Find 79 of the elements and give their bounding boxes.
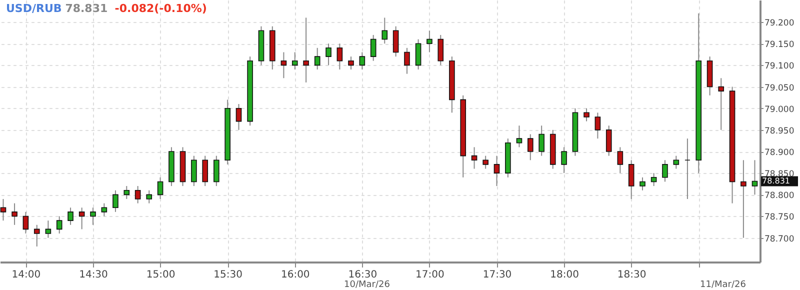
- candlestick: [471, 146, 478, 170]
- candlestick: [236, 104, 242, 130]
- candlestick: [538, 125, 544, 156]
- candlestick: [382, 17, 388, 44]
- candlestick: [516, 125, 522, 148]
- candlestick: [78, 207, 85, 230]
- y-tick-label: 78.800: [764, 191, 794, 202]
- candlestick: [336, 43, 343, 70]
- candlestick: [359, 52, 366, 70]
- candlestick: [650, 172, 657, 187]
- candlestick: [684, 138, 690, 200]
- y-tick-label: 79.050: [764, 83, 794, 94]
- y-tick-label: 79.100: [764, 62, 794, 72]
- candlestick: [426, 30, 432, 53]
- candlestick: [124, 186, 130, 200]
- y-tick-label: 78.950: [764, 126, 794, 136]
- candlestick: [146, 190, 152, 204]
- annotation: -0.082(-0.10%): [114, 2, 207, 15]
- candlestick: [640, 176, 646, 191]
- candlestick: [584, 108, 590, 122]
- candlestick: [415, 38, 422, 70]
- candlestick: [348, 56, 354, 70]
- candlestick: [34, 224, 40, 247]
- candlestick: [134, 186, 141, 204]
- x-tick-label: 16:30: [348, 270, 378, 280]
- candlestick: [314, 47, 320, 70]
- x-tick-label: 18:00: [550, 270, 579, 280]
- candlestick: [617, 146, 624, 174]
- candlestick: [22, 211, 29, 234]
- candlestick: [740, 160, 746, 238]
- candlestick: [628, 160, 634, 200]
- candlestick: [494, 155, 500, 187]
- candlestick: [101, 202, 108, 217]
- candlestick: [482, 155, 488, 170]
- candlestick: [326, 43, 332, 66]
- candlestick: [370, 34, 376, 62]
- candlestick: [673, 155, 680, 170]
- text: 11/Mar/26: [700, 280, 746, 290]
- candlestick: [404, 47, 410, 74]
- text: 10/Mar/26: [344, 280, 390, 290]
- candlestick: [68, 207, 74, 226]
- x-tick-label: 15:30: [214, 270, 242, 280]
- annotation: 78.831: [65, 2, 108, 15]
- y-tick-label: 78.900: [764, 148, 794, 158]
- candlestick: [280, 52, 287, 79]
- x-tick-label: 17:30: [482, 270, 512, 280]
- candlestick: [561, 146, 567, 174]
- candlestick: [56, 216, 62, 234]
- candlestick: [292, 52, 298, 70]
- y-tick-label: 78.700: [764, 234, 794, 244]
- x-tick-label: 17:00: [416, 270, 444, 280]
- x-tick-label: 18:30: [617, 270, 646, 280]
- y-tick-label: 78.750: [764, 212, 794, 223]
- candlestick: [528, 134, 534, 161]
- candlestick: [157, 176, 164, 200]
- candlestick: [752, 160, 758, 196]
- candlestick: [438, 34, 444, 66]
- x-tick-label: 14:30: [79, 270, 108, 280]
- candlestick: [303, 17, 309, 83]
- x-tick-label: 16:00: [280, 270, 310, 280]
- x-tick-label: 15:00: [146, 270, 176, 280]
- candlestick: [392, 26, 399, 58]
- candlestick: [191, 155, 197, 187]
- candlestick: [45, 220, 52, 238]
- candlestick: [12, 202, 18, 226]
- candlestick: [0, 198, 6, 222]
- candlestick: [594, 112, 601, 140]
- candlestick: [718, 78, 724, 130]
- x-tick-label: 14:00: [12, 270, 41, 280]
- y-tick-label: 79.000: [764, 104, 794, 115]
- candlestick: [112, 190, 118, 212]
- candlestick: [214, 155, 220, 187]
- chart-title: USD/RUB: [6, 2, 62, 15]
- y-tick-label: 79.200: [764, 18, 794, 29]
- y-tick-label: 79.150: [764, 40, 794, 50]
- candlestick: [202, 155, 208, 187]
- candlestick: [606, 125, 612, 156]
- candlestick: [90, 207, 96, 226]
- candlestick: [662, 160, 668, 182]
